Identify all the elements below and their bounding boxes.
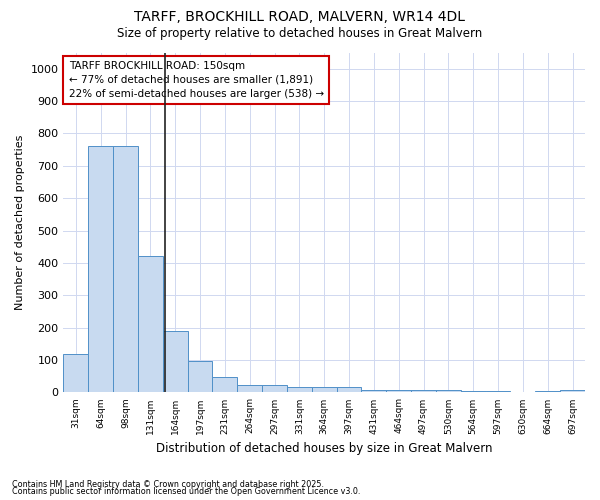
Bar (386, 390, 411, 392)
Bar (312, 387, 337, 392)
Bar (560, 390, 585, 392)
Bar (287, 387, 312, 392)
Y-axis label: Number of detached properties: Number of detached properties (15, 135, 25, 310)
Bar (163, 331, 188, 392)
Bar (138, 256, 163, 392)
Bar (411, 390, 436, 392)
Bar (337, 387, 361, 392)
Bar (64, 354, 88, 393)
Bar (188, 361, 212, 392)
Text: TARFF BROCKHILL ROAD: 150sqm
← 77% of detached houses are smaller (1,891)
22% of: TARFF BROCKHILL ROAD: 150sqm ← 77% of de… (68, 61, 324, 99)
Bar (262, 386, 287, 392)
Text: Size of property relative to detached houses in Great Malvern: Size of property relative to detached ho… (118, 28, 482, 40)
Text: Contains public sector information licensed under the Open Government Licence v3: Contains public sector information licen… (12, 487, 361, 496)
Bar (88, 146, 113, 392)
Bar (113, 146, 138, 392)
X-axis label: Distribution of detached houses by size in Great Malvern: Distribution of detached houses by size … (156, 442, 493, 455)
Bar (361, 390, 386, 392)
Text: TARFF, BROCKHILL ROAD, MALVERN, WR14 4DL: TARFF, BROCKHILL ROAD, MALVERN, WR14 4DL (134, 10, 466, 24)
Bar (212, 377, 237, 392)
Bar (436, 390, 461, 392)
Text: Contains HM Land Registry data © Crown copyright and database right 2025.: Contains HM Land Registry data © Crown c… (12, 480, 324, 489)
Bar (237, 386, 262, 392)
